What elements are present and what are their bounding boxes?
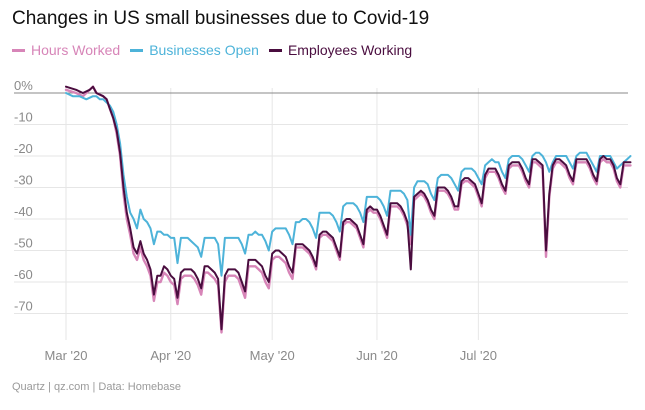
legend-swatch-employees-working bbox=[268, 48, 282, 52]
legend-swatch-hours-worked bbox=[12, 48, 25, 52]
series-line-employees-working bbox=[65, 85, 632, 331]
series-line-businesses-open bbox=[65, 92, 632, 277]
x-tick-label: May '20 bbox=[250, 348, 295, 363]
x-tick-label: Jul '20 bbox=[460, 348, 497, 363]
legend-item-employees-working: Employees Working bbox=[268, 42, 413, 58]
legend-item-businesses-open: Businesses Open bbox=[130, 42, 259, 58]
chart-legend: Hours Worked Businesses Open Employees W… bbox=[12, 42, 422, 58]
y-tick-label: -20 bbox=[14, 141, 33, 156]
legend-label-hours-worked: Hours Worked bbox=[31, 42, 121, 58]
y-tick-label: -60 bbox=[14, 267, 33, 282]
chart-title: Changes in US small businesses due to Co… bbox=[12, 8, 430, 29]
y-tick-label: -50 bbox=[14, 236, 33, 251]
legend-label-employees-working: Employees Working bbox=[287, 42, 413, 58]
x-tick-label: Mar '20 bbox=[45, 348, 88, 363]
x-tick-label: Apr '20 bbox=[150, 348, 191, 363]
y-tick-label: 0% bbox=[14, 78, 33, 93]
y-tick-label: -30 bbox=[14, 173, 33, 188]
series-line-hours-worked bbox=[64, 85, 632, 334]
y-tick-label: -10 bbox=[14, 110, 33, 125]
legend-label-businesses-open: Businesses Open bbox=[149, 42, 259, 58]
source-credit: Quartz | qz.com | Data: Homebase bbox=[12, 381, 181, 393]
legend-swatch-businesses-open bbox=[130, 48, 144, 52]
line-chart: Mar '20 Apr '20 May '20 Jun '20 Jul '20 0% -10… bbox=[14, 78, 632, 363]
y-tick-label: -40 bbox=[14, 204, 33, 219]
y-tick-label: -70 bbox=[14, 299, 33, 314]
legend-item-hours-worked: Hours Worked bbox=[12, 42, 120, 58]
x-tick-label: Jun '20 bbox=[356, 348, 398, 363]
